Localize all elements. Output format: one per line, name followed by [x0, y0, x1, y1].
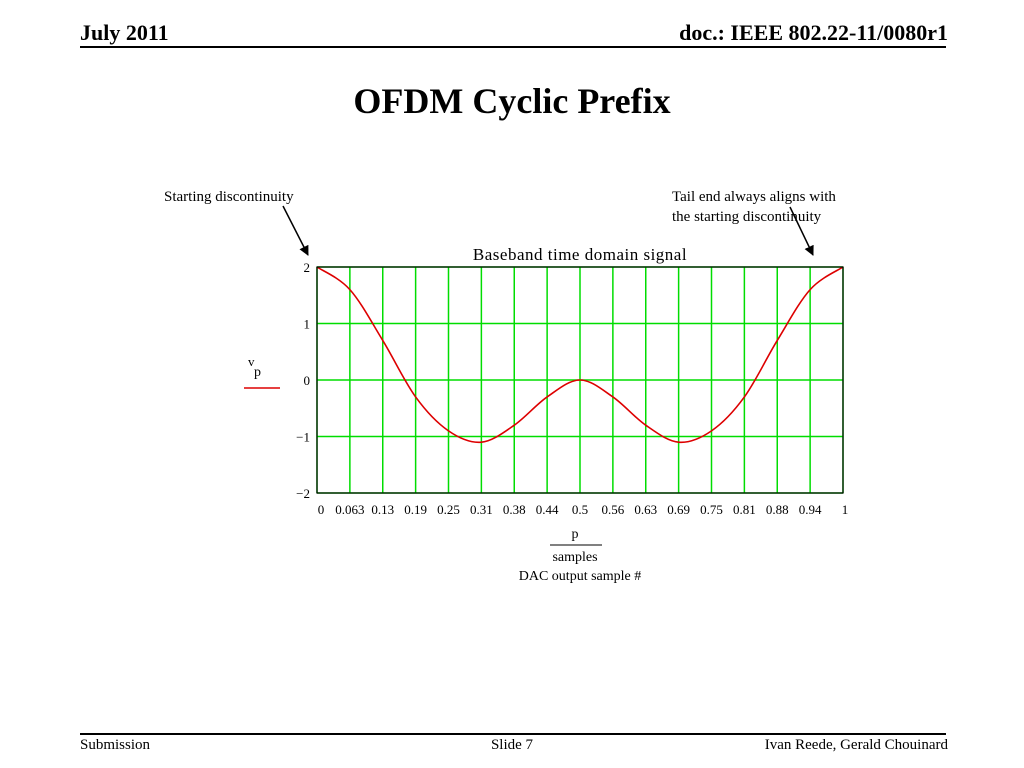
annotation-tail-line1: Tail end always aligns with	[672, 189, 836, 205]
x-tick-label: 0.44	[536, 502, 559, 517]
annotation-tail: Tail end always aligns with the starting…	[672, 187, 872, 227]
arrow-tail-end	[789, 206, 814, 256]
chart-frame	[316, 266, 844, 494]
y-tick-label: −1	[296, 430, 310, 445]
chart-y-ticks: 2 1 0 −1 −2	[296, 260, 310, 501]
slide-title: OFDM Cyclic Prefix	[353, 81, 671, 121]
x-tick-label: 0	[318, 502, 325, 517]
header-doc-id: doc.: IEEE 802.22-11/0080r1	[679, 20, 948, 45]
chart-x-ticks: 0 0.063 0.13 0.19 0.25 0.31 0.38 0.44 0.5 0.56 0.6…	[318, 502, 849, 517]
x-tick-label: 1	[842, 502, 849, 517]
y-axis-label-main: v	[248, 354, 255, 369]
x-tick-label: 0.88	[766, 502, 789, 517]
footer-submission: Submission	[80, 737, 151, 753]
header-rule	[80, 46, 946, 48]
chart-series-line	[316, 266, 844, 444]
arrow-start-discontinuity	[282, 205, 309, 256]
x-tick-label: 0.5	[572, 502, 588, 517]
annotation-start: Starting discontinuity	[164, 189, 294, 205]
x-axis-label-numerator: p	[572, 527, 579, 542]
x-tick-label: 0.063	[335, 502, 364, 517]
x-tick-label: 0.94	[799, 502, 822, 517]
x-tick-label: 0.63	[634, 502, 657, 517]
y-tick-label: 0	[304, 373, 311, 388]
header-date: July 2011	[80, 20, 169, 45]
x-tick-label: 0.56	[602, 502, 625, 517]
annotation-tail-line2: the starting discontinuity	[672, 209, 822, 225]
footer-rule	[80, 733, 946, 735]
y-axis-label-sub: p	[254, 365, 261, 380]
x-axis-caption: DAC output sample #	[519, 569, 642, 584]
x-tick-label: 0.13	[371, 502, 394, 517]
x-axis-label-denominator: samples	[552, 550, 597, 565]
chart-title: Baseband time domain signal	[473, 245, 687, 264]
x-tick-label: 0.31	[470, 502, 493, 517]
y-tick-label: −2	[296, 486, 310, 501]
x-tick-label: 0.25	[437, 502, 460, 517]
footer-authors: Ivan Reede, Gerald Chouinard	[764, 737, 948, 753]
x-tick-label: 0.69	[667, 502, 690, 517]
x-tick-label: 0.81	[733, 502, 756, 517]
footer-slide-number: Slide 7	[490, 737, 534, 753]
y-tick-label: 1	[304, 317, 311, 332]
y-tick-label: 2	[304, 260, 311, 275]
x-tick-label: 0.75	[700, 502, 723, 517]
x-tick-label: 0.19	[404, 502, 427, 517]
x-tick-label: 0.38	[503, 502, 526, 517]
